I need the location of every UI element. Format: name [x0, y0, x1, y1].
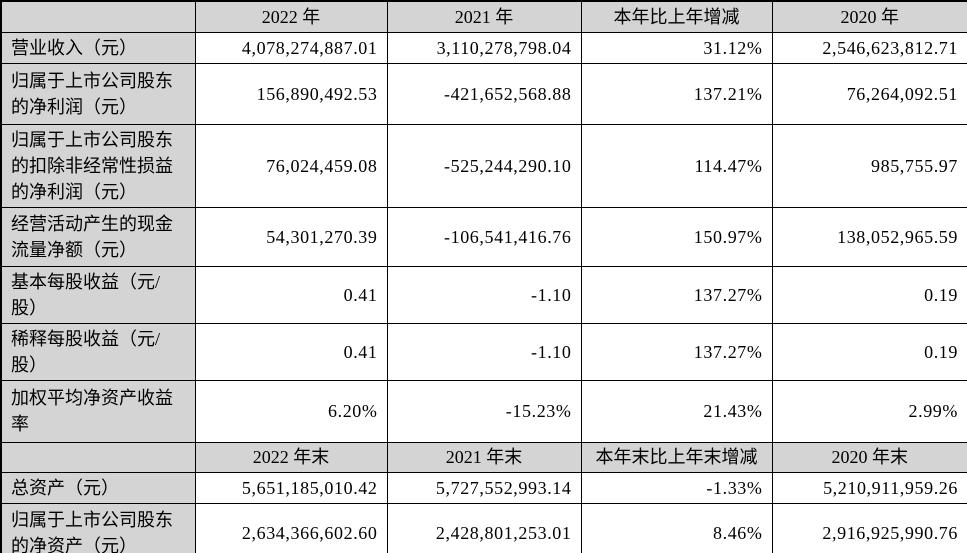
metric-label: 经营活动产生的现金流量净额（元）	[0, 206, 196, 267]
metric-label: 归属于上市公司股东的扣除非经常性损益的净利润（元）	[0, 123, 196, 208]
value-2021: 3,110,278,798.04	[386, 31, 582, 64]
value-2021: -1.10	[386, 265, 582, 324]
metric-label: 营业收入（元）	[0, 31, 196, 64]
metric-label: 归属于上市公司股东的净利润（元）	[0, 62, 196, 125]
col-header-yoy-change: 本年比上年增减	[580, 0, 773, 33]
yoy-change: 137.27%	[580, 322, 773, 381]
value-2021: 5,727,552,993.14	[386, 471, 582, 504]
header-blank-cell	[0, 441, 196, 473]
metric-label: 归属于上市公司股东的净资产（元）	[0, 502, 196, 553]
value-2021: -1.10	[386, 322, 582, 381]
value-2020: 0.19	[771, 265, 967, 324]
metric-label: 总资产（元）	[0, 471, 196, 504]
value-2022: 76,024,459.08	[194, 123, 388, 208]
col-header-2020: 2020 年	[771, 0, 967, 33]
yoy-change: 137.21%	[580, 62, 773, 125]
table-row-weighted-avg-roe: 加权平均净资产收益率 6.20% -15.23% 21.43% 2.99%	[0, 379, 967, 443]
value-2021: -421,652,568.88	[386, 62, 582, 125]
table-row-revenue: 营业收入（元） 4,078,274,887.01 3,110,278,798.0…	[0, 31, 967, 64]
yoy-change: 114.47%	[580, 123, 773, 208]
value-2020: 0.19	[771, 322, 967, 381]
table-row-operating-cash-flow: 经营活动产生的现金流量净额（元） 54,301,270.39 -106,541,…	[0, 206, 967, 267]
col-header-year-end-change: 本年末比上年末增减	[580, 441, 773, 473]
value-2022: 54,301,270.39	[194, 206, 388, 267]
annual-header-row: 2022 年 2021 年 本年比上年增减 2020 年	[0, 0, 967, 33]
value-2021: 2,428,801,253.01	[386, 502, 582, 553]
col-header-2022: 2022 年	[194, 0, 388, 33]
value-2021: -106,541,416.76	[386, 206, 582, 267]
value-2021: -525,244,290.10	[386, 123, 582, 208]
yoy-change: 8.46%	[580, 502, 773, 553]
value-2020: 2,916,925,990.76	[771, 502, 967, 553]
value-2022: 0.41	[194, 322, 388, 381]
metric-label: 稀释每股收益（元/股）	[0, 322, 196, 381]
yoy-change: -1.33%	[580, 471, 773, 504]
value-2021: -15.23%	[386, 379, 582, 443]
value-2020: 5,210,911,959.26	[771, 471, 967, 504]
yoy-change: 21.43%	[580, 379, 773, 443]
table-row-net-profit-excl-nonrecurring: 归属于上市公司股东的扣除非经常性损益的净利润（元） 76,024,459.08 …	[0, 123, 967, 208]
metric-label: 加权平均净资产收益率	[0, 379, 196, 443]
value-2020: 76,264,092.51	[771, 62, 967, 125]
table-row-net-profit: 归属于上市公司股东的净利润（元） 156,890,492.53 -421,652…	[0, 62, 967, 125]
table-row-net-assets: 归属于上市公司股东的净资产（元） 2,634,366,602.60 2,428,…	[0, 502, 967, 553]
value-2022: 2,634,366,602.60	[194, 502, 388, 553]
metric-label: 基本每股收益（元/股）	[0, 265, 196, 324]
value-2022: 4,078,274,887.01	[194, 31, 388, 64]
col-header-2021-year-end: 2021 年末	[386, 441, 582, 473]
yoy-change: 137.27%	[580, 265, 773, 324]
year-end-header-row: 2022 年末 2021 年末 本年末比上年末增减 2020 年末	[0, 441, 967, 473]
table-row-total-assets: 总资产（元） 5,651,185,010.42 5,727,552,993.14…	[0, 471, 967, 504]
yoy-change: 31.12%	[580, 31, 773, 64]
yoy-change: 150.97%	[580, 206, 773, 267]
value-2020: 138,052,965.59	[771, 206, 967, 267]
value-2020: 985,755.97	[771, 123, 967, 208]
value-2020: 2.99%	[771, 379, 967, 443]
value-2020: 2,546,623,812.71	[771, 31, 967, 64]
table-row-basic-eps: 基本每股收益（元/股） 0.41 -1.10 137.27% 0.19	[0, 265, 967, 324]
value-2022: 6.20%	[194, 379, 388, 443]
value-2022: 0.41	[194, 265, 388, 324]
col-header-2022-year-end: 2022 年末	[194, 441, 388, 473]
value-2022: 5,651,185,010.42	[194, 471, 388, 504]
col-header-2020-year-end: 2020 年末	[771, 441, 967, 473]
value-2022: 156,890,492.53	[194, 62, 388, 125]
col-header-2021: 2021 年	[386, 0, 582, 33]
header-blank-cell	[0, 0, 196, 33]
table-row-diluted-eps: 稀释每股收益（元/股） 0.41 -1.10 137.27% 0.19	[0, 322, 967, 381]
